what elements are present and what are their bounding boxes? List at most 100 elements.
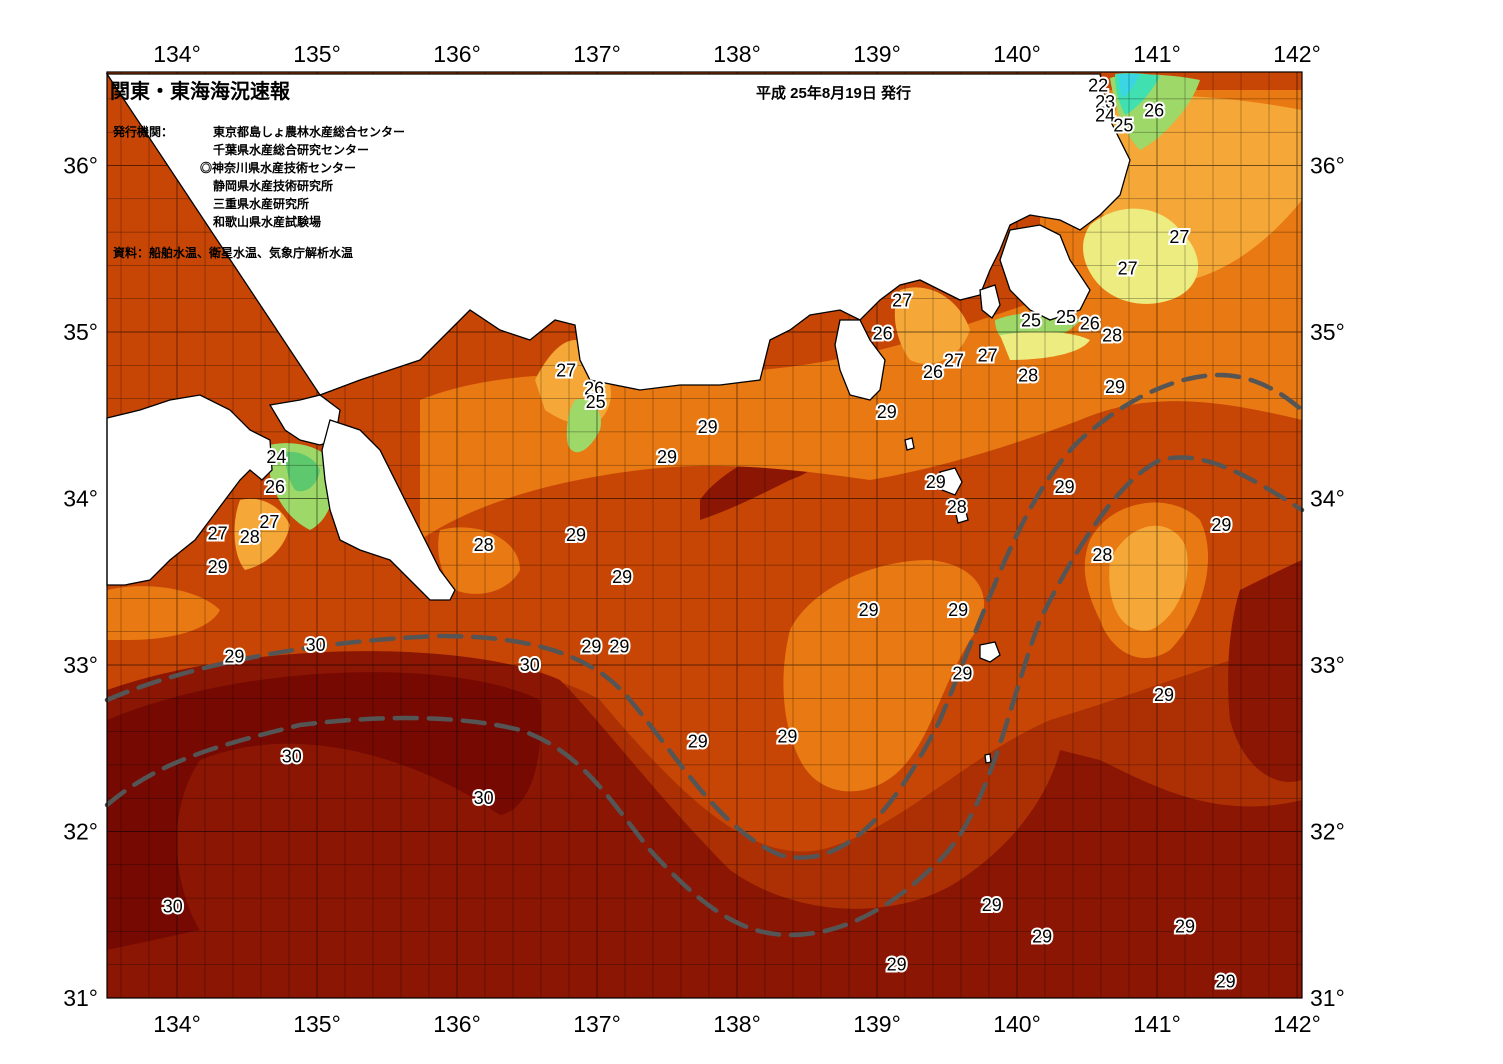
land-izu-oshima xyxy=(939,467,963,496)
longitude-label: 137° xyxy=(573,1011,621,1037)
longitude-label: 134° xyxy=(153,1011,201,1037)
sst-zone-30c xyxy=(1228,560,1302,782)
land-honshu xyxy=(105,73,1131,396)
issue-date: 平成 25年8月19日 発行 xyxy=(756,84,911,102)
land-boso xyxy=(999,224,1091,321)
agency-6: 和歌山県水産試験場 xyxy=(212,214,321,229)
longitude-label: 136° xyxy=(433,1011,481,1037)
latitude-labels-right: 36° 35° 34° 33° 32° 31° xyxy=(1310,153,1345,1012)
longitude-label: 139° xyxy=(853,41,901,67)
longitude-label: 138° xyxy=(713,1011,761,1037)
isotherm-label: 29 xyxy=(948,600,968,620)
map-frame xyxy=(106,71,1303,999)
map-title: 関東・東海海況速報 xyxy=(110,79,291,103)
isotherm-label: 29 xyxy=(698,417,718,437)
isotherm-label: 29 xyxy=(926,472,946,492)
kuroshio-north-edge xyxy=(104,372,1305,860)
latitude-label: 32° xyxy=(1310,819,1345,845)
isotherm-label: 30 xyxy=(282,747,302,767)
isotherm-label: 29 xyxy=(612,567,632,587)
latitude-label: 33° xyxy=(63,652,98,678)
sst-zone-25-ise xyxy=(566,399,601,453)
isotherm-label: 27 xyxy=(259,512,279,532)
isotherm-label: 29 xyxy=(1211,515,1231,535)
latitude-label: 34° xyxy=(1310,486,1345,512)
latitude-label: 33° xyxy=(1310,652,1345,678)
isotherm-label: 25 xyxy=(1113,116,1133,136)
latitude-label: 36° xyxy=(63,153,98,179)
agency-5: 三重県水産研究所 xyxy=(213,196,309,211)
data-sources: 資料：船舶水温、衛星水温、気象庁解析水温 xyxy=(113,245,353,260)
kuroshio-path xyxy=(104,372,1305,938)
longitude-label: 136° xyxy=(433,41,481,67)
latitude-label: 35° xyxy=(63,319,98,345)
longitude-label: 134° xyxy=(153,41,201,67)
isotherm-label: 29 xyxy=(777,727,797,747)
longitude-label: 141° xyxy=(1133,41,1181,67)
longitude-label: 135° xyxy=(293,41,341,67)
isotherm-label: 29 xyxy=(859,600,879,620)
isotherm-label: 29 xyxy=(609,637,629,657)
isotherm-label: 27 xyxy=(978,345,998,365)
isotherm-label: 29 xyxy=(1032,926,1052,946)
longitude-label: 142° xyxy=(1273,41,1321,67)
isotherm-label: 28 xyxy=(1018,365,1038,385)
latitude-label: 31° xyxy=(63,985,98,1011)
sst-zone-28-izu xyxy=(890,596,930,637)
sst-zone-24-kii xyxy=(285,451,320,492)
isotherm-label: 28 xyxy=(1092,545,1112,565)
longitude-label: 138° xyxy=(713,41,761,67)
latitude-label: 36° xyxy=(1310,153,1345,179)
longitude-label: 140° xyxy=(993,41,1041,67)
isotherm-label: 28 xyxy=(947,497,967,517)
longitude-label: 141° xyxy=(1133,1011,1181,1037)
isotherm-label: 29 xyxy=(208,557,228,577)
sst-zone-27-suruga xyxy=(894,287,970,364)
agency-4: 静岡県水産技術研究所 xyxy=(213,178,333,193)
longitude-labels-bottom: 134° 135° 136° 137° 138° 139° 140° 141° 142° xyxy=(153,1011,1321,1037)
agencies-label: 発行機関： xyxy=(112,124,173,139)
sst-zone-30b xyxy=(107,672,541,950)
latitude-labels-left: 36° 35° 34° 33° 32° 31° xyxy=(63,153,98,1012)
isotherm-label: 26 xyxy=(1080,314,1100,334)
longitude-label: 139° xyxy=(853,1011,901,1037)
isotherm-label: 29 xyxy=(566,525,586,545)
land-masses xyxy=(105,73,1131,764)
sst-zone-27-kii xyxy=(234,498,290,570)
sst-zone-28-tosa xyxy=(107,586,220,640)
latitude-label: 34° xyxy=(63,486,98,512)
longitude-label: 140° xyxy=(993,1011,1041,1037)
land-kii-peninsula xyxy=(321,419,456,601)
sst-zone-26-boso xyxy=(1083,208,1199,304)
isotherm-label: 22 xyxy=(1088,76,1108,96)
land-niijima xyxy=(904,437,915,451)
agency-3: ◎神奈川県水産技術センター xyxy=(200,160,356,175)
latitude-label: 31° xyxy=(1310,985,1345,1011)
isotherm-label: 29 xyxy=(688,732,708,752)
sst-zone-28-central xyxy=(783,560,985,792)
agency-2: 千葉県水産総合研究センター xyxy=(213,142,369,157)
isotherm-label: 26 xyxy=(265,477,285,497)
isotherm-label: 29 xyxy=(1154,685,1174,705)
isotherm-label: 26 xyxy=(923,362,943,382)
land-izu-peninsula xyxy=(834,319,886,401)
sst-zone-28-kii-south xyxy=(438,527,520,594)
longitude-label: 137° xyxy=(573,41,621,67)
isotherm-label: 29 xyxy=(1216,971,1236,991)
isotherm-label: 27 xyxy=(944,350,964,370)
isotherm-label: 26 xyxy=(873,324,893,344)
longitude-label: 142° xyxy=(1273,1011,1321,1037)
isotherm-label: 30 xyxy=(163,896,183,916)
isotherm-label: 27 xyxy=(1169,227,1189,247)
isotherm-label: 29 xyxy=(952,663,972,683)
isotherm-label: 26 xyxy=(584,379,604,399)
isotherm-label: 28 xyxy=(240,527,260,547)
longitude-label: 135° xyxy=(293,1011,341,1037)
land-miyake xyxy=(954,507,969,524)
latitude-label: 35° xyxy=(1310,319,1345,345)
isotherm-label: 30 xyxy=(520,655,540,675)
isotherm-label: 28 xyxy=(474,535,494,555)
isotherm-label: 29 xyxy=(1055,477,1075,497)
